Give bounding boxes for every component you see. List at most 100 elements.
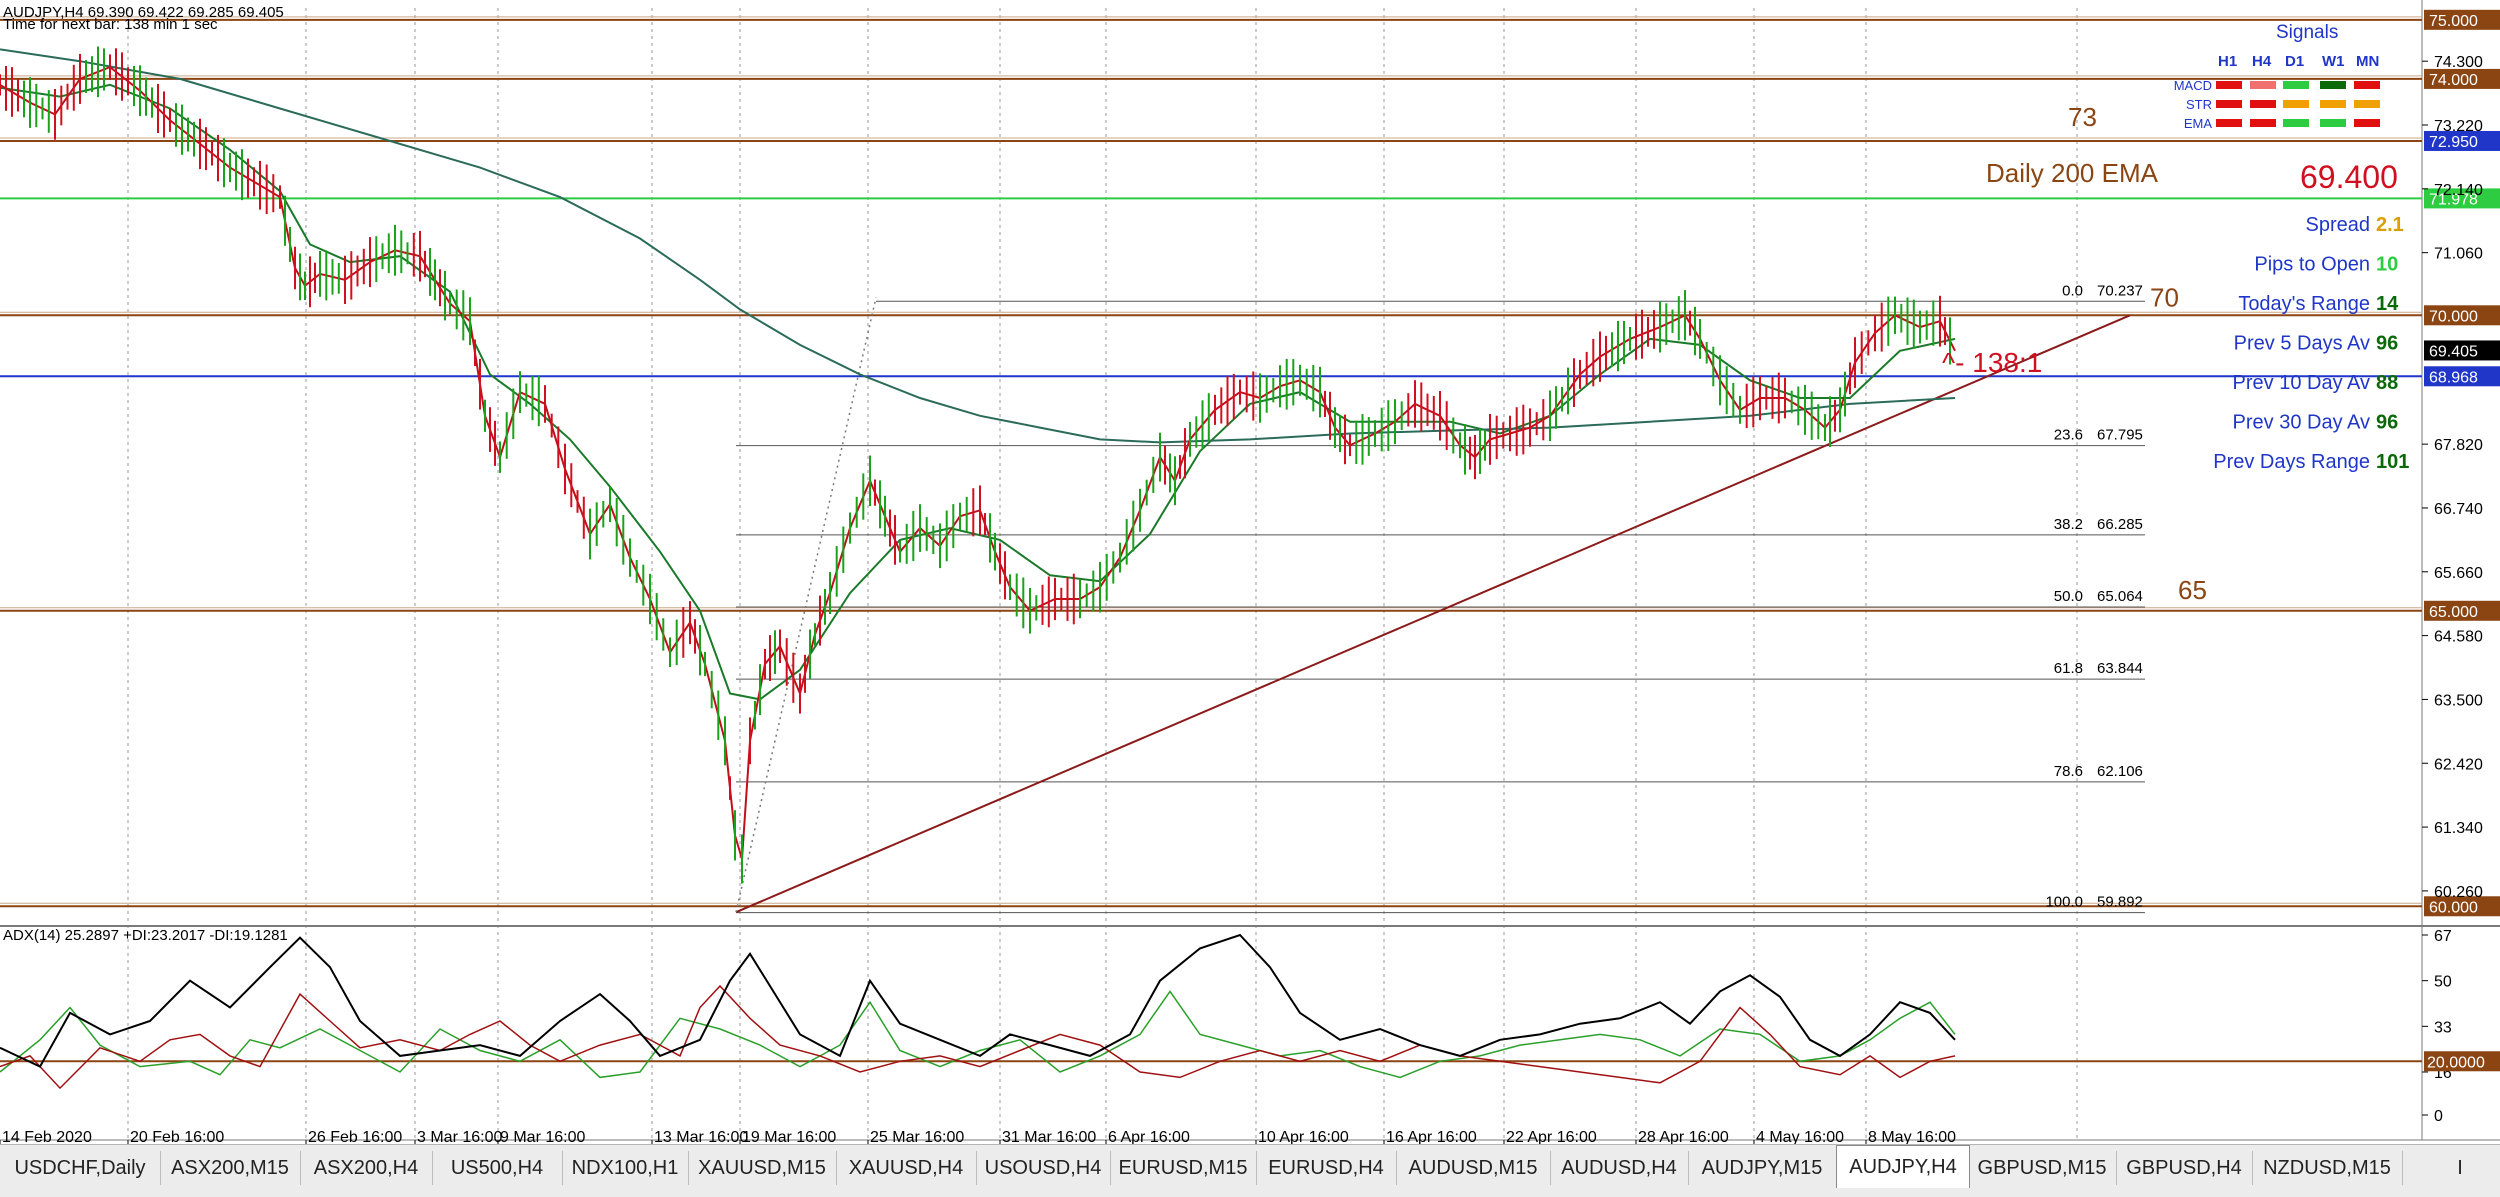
level-annotation: 70 [2150,282,2179,312]
fib-pct-label: 61.8 [2054,660,2083,677]
level-price-box [2424,340,2500,361]
level-price-label: 65.000 [2429,604,2478,621]
signals-timeframe: H1 [2218,53,2237,70]
stat-value: 88 [2376,372,2398,394]
signals-timeframe: W1 [2322,53,2345,70]
bar-timer-line: Time for next bar: 138 min 1 sec [3,16,218,33]
chart-tab[interactable]: AUDJPY,H4 [1836,1145,1970,1188]
fib-pct-label: 38.2 [2054,516,2083,533]
fib-price-label: 66.285 [2097,516,2143,533]
level-annotation: 73 [2068,102,2097,132]
chart-tab[interactable]: NZDUSD,M15 [2252,1151,2403,1185]
level-price-box [2424,68,2500,89]
price-tick-label: 64.580 [2434,629,2483,646]
adx-line [0,933,1956,1068]
adx-tick-label: 67 [2434,928,2452,945]
price-tick-label: 62.420 [2434,756,2483,773]
daily-ema-label: Daily 200 EMA [1986,158,2159,188]
time-tick-label: 25 Mar 16:00 [870,1129,964,1144]
time-tick-label: 6 Apr 16:00 [1108,1129,1190,1144]
adx-tick-label: 0 [2434,1108,2443,1125]
level-price-label: 68.968 [2429,369,2478,386]
price-tick-label: 61.340 [2434,820,2483,837]
time-tick-label: 31 Mar 16:00 [1002,1129,1096,1144]
signal-cell [2354,81,2380,89]
fib-price-label: 63.844 [2097,660,2143,677]
signals-timeframe: D1 [2285,53,2304,70]
fib-pct-label: 100.0 [2045,894,2083,911]
time-tick-label: 16 Apr 16:00 [1386,1129,1477,1144]
chart-annotations: 73 70 65 Daily 200 EMA 69.400 ^- 138:1 [1942,102,2398,605]
time-tick-label: 28 Apr 16:00 [1638,1129,1729,1144]
price-series [0,46,1956,884]
chart-tab[interactable]: GBPUSD,H4 [2116,1151,2253,1185]
stat-value: 14 [2376,293,2399,315]
signals-timeframe: MN [2356,53,2379,70]
chart-tab[interactable]: XAUUSD,H4 [836,1151,977,1185]
signal-cell [2283,119,2309,127]
tab-scroll-hint[interactable]: I [2457,1157,2463,1179]
chart-tab[interactable]: EURUSD,M15 [1110,1151,1257,1185]
chart-tab[interactable]: US500,H4 [432,1151,563,1185]
signal-cell [2250,100,2276,108]
level-price-label: 75.000 [2429,13,2478,30]
price-chart[interactable]: 75.000 74.000 72.950 71.978 70.000 69.405 68.9… [0,0,2500,1146]
trendline [735,314,2131,914]
fib-price-label: 59.892 [2097,894,2143,911]
time-tick-label: 4 May 16:00 [1756,1129,1844,1144]
adx-level-box [2424,1051,2500,1072]
level-price-label: 72.950 [2429,134,2478,151]
fibonacci-levels: 0.0 70.237 23.6 67.795 38.2 66.285 50.0 65.064 6… [736,282,2145,914]
fib-price-label: 70.237 [2097,282,2143,299]
signal-cell [2216,119,2242,127]
signal-cell [2354,100,2380,108]
chart-tab[interactable]: EURUSD,H4 [1256,1151,1397,1185]
level-price-label: 71.978 [2429,191,2478,208]
plus-di-line [0,990,1956,1079]
time-tick-label: 20 Feb 16:00 [130,1129,224,1144]
adx-tick-label: 33 [2434,1019,2452,1036]
level-price-label: 69.405 [2429,343,2478,360]
price-tick-label: 72.140 [2434,182,2483,199]
chart-tab[interactable]: AUDUSD,H4 [1550,1151,1689,1185]
signals-title: Signals [2276,22,2338,43]
signal-cell [2320,81,2346,89]
stat-value: 10 [2376,254,2398,276]
fib-price-label: 67.795 [2097,427,2143,444]
chart-tab[interactable]: USDCHF,Daily [0,1151,161,1185]
level-annotation: 65 [2178,575,2207,605]
level-price-box [2424,305,2500,326]
signals-row-label: EMA [2184,116,2213,131]
grid-lines [0,0,2500,1141]
chart-tab[interactable]: AUDJPY,M15 [1688,1151,1837,1185]
ratio-label: ^- 138:1 [1942,347,2042,378]
chart-tab[interactable]: ASX200,M15 [160,1151,301,1185]
chart-tab[interactable]: AUDUSD,M15 [1396,1151,1551,1185]
fib-pct-label: 23.6 [2054,427,2083,444]
signals-row-label: MACD [2174,78,2212,93]
time-tick-label: 19 Mar 16:00 [742,1129,836,1144]
chart-background [0,0,2500,1144]
fib-pct-label: 0.0 [2062,282,2083,299]
time-tick-label: 3 Mar 16:00 [417,1129,502,1144]
chart-symbol-line: AUDJPY,H4 69.390 69.422 69.285 69.405 [3,4,284,21]
adx-tick-label: 50 [2434,974,2452,991]
chart-tab[interactable]: NDX100,H1 [562,1151,689,1185]
chart-tab[interactable]: ASX200,H4 [300,1151,433,1185]
price-tick-label: 66.740 [2434,501,2483,518]
time-tick-label: 10 Apr 16:00 [1258,1129,1349,1144]
signals-panel: Signals H1 H4 D1 W1 MN MACD STR EMA [2174,22,2380,131]
signal-cell [2250,81,2276,89]
chart-tab[interactable]: USOUSD,H4 [976,1151,1111,1185]
price-tick-label: 60.260 [2434,884,2483,901]
minus-di-line [0,984,1956,1090]
chart-tab[interactable]: XAUUSD,M15 [688,1151,837,1185]
time-tick-label: 14 Feb 2020 [2,1129,92,1144]
daily-ema-value: 69.400 [2300,159,2398,195]
stat-value: 96 [2376,412,2398,434]
chart-tab[interactable]: GBPUSD,M15 [1968,1151,2117,1185]
signal-cell [2320,100,2346,108]
stat-label: Prev 30 Day Av [2233,412,2370,434]
level-price-box [2424,366,2500,387]
horizontal-levels: 75.000 74.000 72.950 71.978 70.000 69.405 68.9… [0,9,2500,917]
